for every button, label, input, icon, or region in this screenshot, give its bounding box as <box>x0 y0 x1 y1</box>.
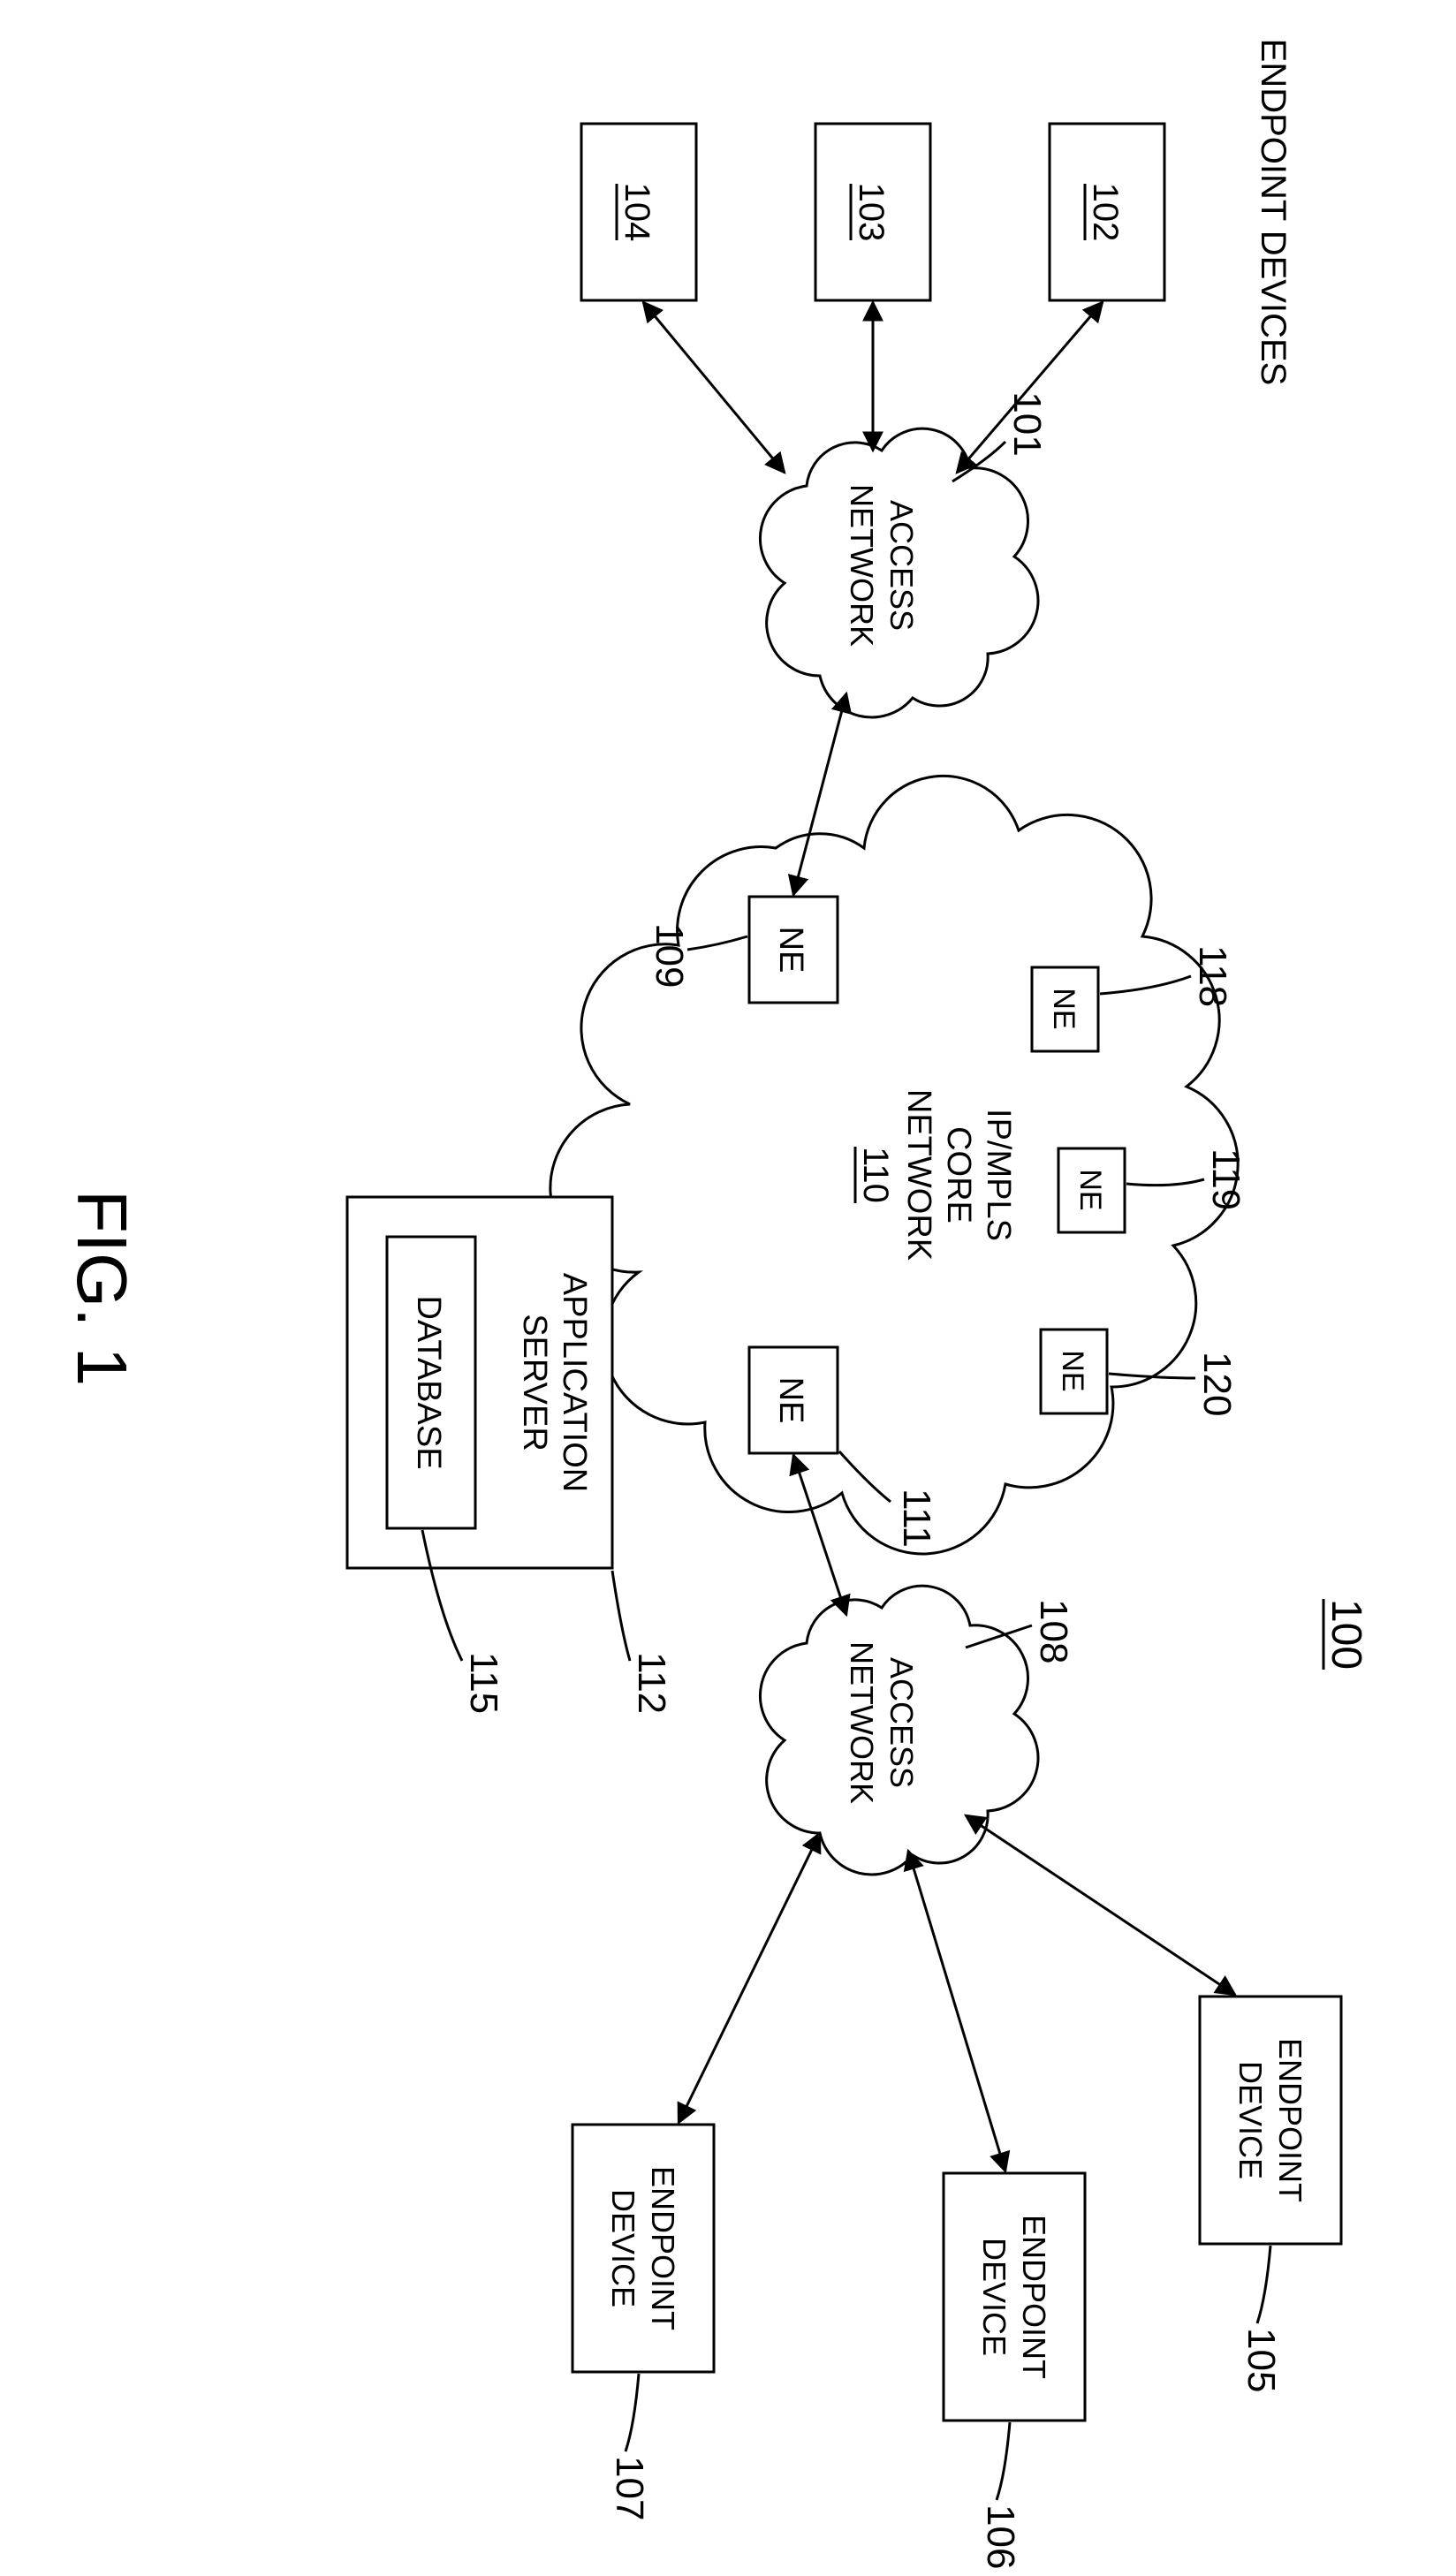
endpoint-107-ref: 107 <box>608 2456 651 2520</box>
endpoint-107-label1: ENDPOINT <box>645 2166 681 2330</box>
endpoint-106-ref: 106 <box>979 2504 1022 2569</box>
core-network-label3: NETWORK <box>900 1089 937 1261</box>
endpoint-105-ref: 105 <box>1240 2328 1283 2392</box>
ne-118-label: NE <box>1047 988 1081 1029</box>
endpoint-107-leader <box>626 2374 639 2451</box>
arrow-rightcloud-106 <box>908 1851 1005 2171</box>
endpoint-105-leader <box>1257 2246 1270 2323</box>
endpoint-106-leader <box>997 2422 1010 2500</box>
figure-caption: FIG. 1 <box>63 1190 141 1386</box>
database-label: DATABASE <box>410 1295 447 1469</box>
database-ref: 115 <box>462 1652 505 1714</box>
ne-111-label: NE <box>772 1377 809 1424</box>
application-server-label2: SERVER <box>516 1314 553 1451</box>
endpoint-105-label1: ENDPOINT <box>1272 2038 1308 2202</box>
access-network-right-label1: ACCESS <box>883 1657 920 1788</box>
endpoint-106-label2: DEVICE <box>976 2238 1012 2356</box>
endpoint-106-label1: ENDPOINT <box>1016 2215 1052 2379</box>
ne-120-ref: 120 <box>1195 1352 1239 1416</box>
core-network-ref: 110 <box>856 1147 895 1203</box>
ne-119-label: NE <box>1073 1169 1107 1210</box>
diagram-canvas: 100 FIG. 1 ENDPOINT DEVICES 102 103 104 … <box>0 0 1456 2576</box>
application-server-leader <box>612 1571 630 1661</box>
endpoint-107-label2: DEVICE <box>605 2189 641 2307</box>
ne-109-label: NE <box>772 927 809 974</box>
left-endpoints-heading: ENDPOINT DEVICES <box>1254 39 1293 386</box>
access-network-left-ref: 101 <box>1005 391 1049 456</box>
application-server-ref: 112 <box>630 1652 673 1714</box>
ne-109-ref: 109 <box>648 923 691 988</box>
access-network-left-label1: ACCESS <box>883 500 920 631</box>
ne-119-ref: 119 <box>1204 1148 1247 1210</box>
core-network-label2: CORE <box>940 1126 977 1224</box>
core-network-label1: IP/MPLS <box>980 1109 1017 1241</box>
system-ref: 100 <box>1323 1599 1369 1670</box>
endpoint-105 <box>1200 1996 1341 2244</box>
access-network-left-label2: NETWORK <box>844 484 880 647</box>
endpoint-103-ref: 103 <box>852 183 891 242</box>
endpoint-104-ref: 104 <box>618 183 656 242</box>
endpoint-106 <box>944 2173 1085 2421</box>
access-network-right-ref: 108 <box>1032 1599 1075 1663</box>
arrow-rightcloud-107 <box>679 1833 820 2123</box>
ne-111-ref: 111 <box>895 1489 938 1548</box>
ne-120-label: NE <box>1056 1350 1089 1391</box>
arrow-104-cloud <box>643 302 785 473</box>
endpoint-107 <box>573 2125 714 2372</box>
endpoint-105-label2: DEVICE <box>1232 2061 1269 2179</box>
endpoint-102-ref: 102 <box>1086 183 1125 242</box>
arrow-rightcloud-105 <box>966 1815 1235 1995</box>
application-server-label1: APPLICATION <box>556 1273 593 1492</box>
ne-118-ref: 118 <box>1191 945 1234 1007</box>
access-network-right-label2: NETWORK <box>844 1641 880 1804</box>
